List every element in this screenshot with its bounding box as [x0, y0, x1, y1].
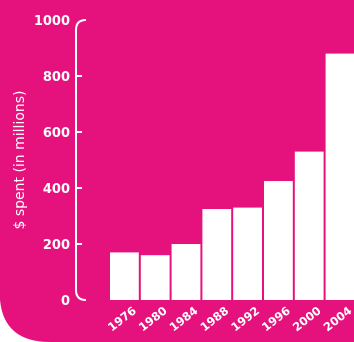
y-axis-label: $ spent (in millions): [12, 90, 28, 229]
bar-1984: [171, 244, 201, 300]
y-tick-label: 600: [43, 126, 70, 141]
bar-1988: [202, 209, 232, 300]
y-tick-label: 400: [43, 182, 70, 197]
y-tick-labels: 0 200 400 600 800 1000: [34, 14, 70, 309]
bar-2004: [325, 53, 354, 300]
bars-group: [110, 53, 354, 300]
y-tick-label: 800: [43, 70, 70, 85]
y-tick-label: 200: [43, 238, 70, 253]
bar-1996: [264, 181, 293, 300]
bar-1976: [110, 252, 139, 300]
y-tick-label: 1000: [34, 14, 70, 29]
bar-2000: [294, 151, 324, 300]
y-tick-label: 0: [61, 294, 70, 309]
y-axis-line: [75, 19, 87, 301]
bar-1980: [140, 255, 170, 300]
y-axis: [75, 19, 87, 301]
bar-1992: [233, 207, 262, 300]
